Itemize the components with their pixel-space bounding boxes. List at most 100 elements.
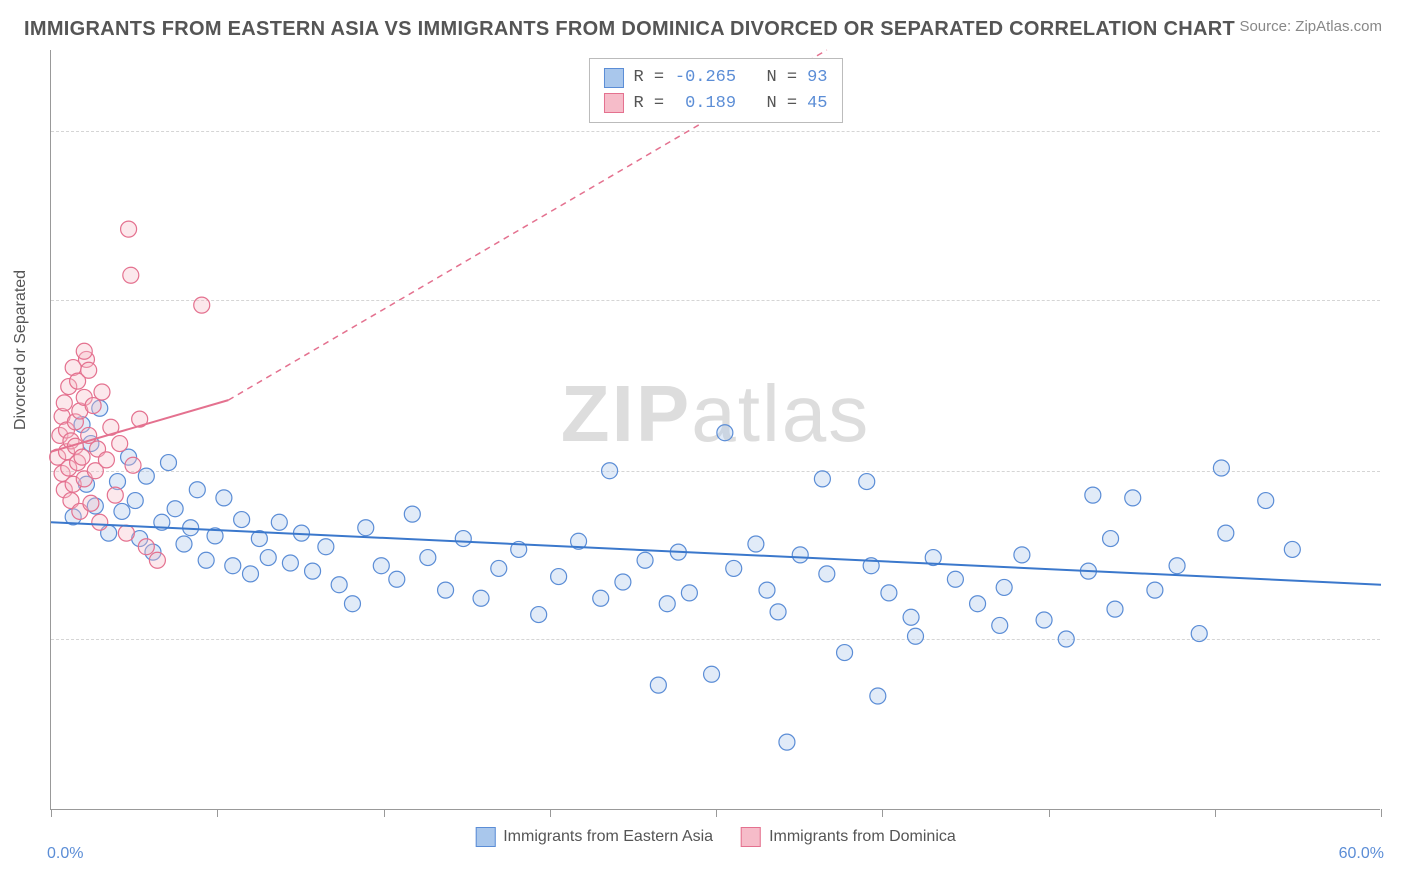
data-point xyxy=(473,590,489,606)
data-point xyxy=(792,547,808,563)
data-point xyxy=(870,688,886,704)
data-point xyxy=(138,468,154,484)
y-axis-label: Divorced or Separated xyxy=(12,270,30,430)
legend-series-name: Immigrants from Eastern Asia xyxy=(503,828,713,846)
data-point xyxy=(198,552,214,568)
data-point xyxy=(1085,487,1101,503)
legend-n-label: N = xyxy=(746,65,797,91)
data-point xyxy=(1218,525,1234,541)
data-point xyxy=(94,384,110,400)
x-tick xyxy=(384,809,385,817)
x-tick xyxy=(882,809,883,817)
data-point xyxy=(112,436,128,452)
data-point xyxy=(455,531,471,547)
data-point xyxy=(770,604,786,620)
data-point xyxy=(1014,547,1030,563)
x-axis-min-label: 0.0% xyxy=(47,845,83,863)
data-point xyxy=(992,617,1008,633)
data-point xyxy=(438,582,454,598)
data-point xyxy=(970,596,986,612)
chart-plot-area: ZIPatlas 6.3%12.5%18.8%25.0% R = -0.265 … xyxy=(50,50,1380,810)
data-point xyxy=(779,734,795,750)
data-point xyxy=(389,571,405,587)
data-point xyxy=(903,609,919,625)
data-point xyxy=(92,514,108,530)
data-point xyxy=(996,579,1012,595)
data-point xyxy=(551,569,567,585)
x-tick xyxy=(1215,809,1216,817)
x-tick xyxy=(1049,809,1050,817)
data-point xyxy=(1147,582,1163,598)
data-point xyxy=(167,501,183,517)
legend-r-label: R = xyxy=(633,91,664,117)
data-point xyxy=(74,449,90,465)
legend-n-value: 93 xyxy=(807,65,827,91)
correlation-legend: R = -0.265 N = 93R = 0.189 N = 45 xyxy=(588,58,842,123)
data-point xyxy=(819,566,835,582)
data-point xyxy=(176,536,192,552)
data-point xyxy=(908,628,924,644)
legend-swatch xyxy=(603,68,623,88)
data-point xyxy=(859,474,875,490)
data-point xyxy=(271,514,287,530)
data-point xyxy=(650,677,666,693)
legend-series-item: Immigrants from Eastern Asia xyxy=(475,827,713,847)
data-point xyxy=(531,607,547,623)
data-point xyxy=(717,425,733,441)
data-point xyxy=(127,493,143,509)
data-point xyxy=(107,487,123,503)
legend-r-value: 0.189 xyxy=(674,91,736,117)
data-point xyxy=(404,506,420,522)
data-point xyxy=(243,566,259,582)
data-point xyxy=(704,666,720,682)
legend-swatch xyxy=(603,93,623,113)
data-point xyxy=(1058,631,1074,647)
data-point xyxy=(305,563,321,579)
legend-n-value: 45 xyxy=(807,91,827,117)
data-point xyxy=(81,362,97,378)
data-point xyxy=(318,539,334,555)
data-point xyxy=(125,457,141,473)
data-point xyxy=(83,495,99,511)
data-point xyxy=(114,503,130,519)
x-tick xyxy=(217,809,218,817)
legend-r-label: R = xyxy=(633,65,664,91)
source-label: Source: ZipAtlas.com xyxy=(1239,18,1382,35)
data-point xyxy=(85,398,101,414)
data-point xyxy=(56,395,72,411)
data-point xyxy=(1213,460,1229,476)
legend-stat-row: R = 0.189 N = 45 xyxy=(603,91,827,117)
data-point xyxy=(1258,493,1274,509)
data-point xyxy=(121,221,137,237)
legend-r-value: -0.265 xyxy=(674,65,736,91)
data-point xyxy=(123,267,139,283)
data-point xyxy=(189,482,205,498)
x-tick xyxy=(550,809,551,817)
data-point xyxy=(282,555,298,571)
legend-stat-row: R = -0.265 N = 93 xyxy=(603,65,827,91)
data-point xyxy=(759,582,775,598)
data-point xyxy=(602,463,618,479)
x-tick xyxy=(716,809,717,817)
data-point xyxy=(1169,558,1185,574)
legend-swatch xyxy=(741,827,761,847)
legend-series-item: Immigrants from Dominica xyxy=(741,827,956,847)
data-point xyxy=(1284,541,1300,557)
series-legend: Immigrants from Eastern Asia Immigrants f… xyxy=(475,827,956,847)
data-point xyxy=(615,574,631,590)
data-point xyxy=(1191,626,1207,642)
data-point xyxy=(138,539,154,555)
data-point xyxy=(76,343,92,359)
data-point xyxy=(491,560,507,576)
legend-n-label: N = xyxy=(746,91,797,117)
data-point xyxy=(149,552,165,568)
data-point xyxy=(420,550,436,566)
data-point xyxy=(1107,601,1123,617)
data-point xyxy=(331,577,347,593)
data-point xyxy=(225,558,241,574)
data-point xyxy=(1103,531,1119,547)
legend-series-name: Immigrants from Dominica xyxy=(769,828,956,846)
data-point xyxy=(358,520,374,536)
data-point xyxy=(726,560,742,576)
data-point xyxy=(947,571,963,587)
